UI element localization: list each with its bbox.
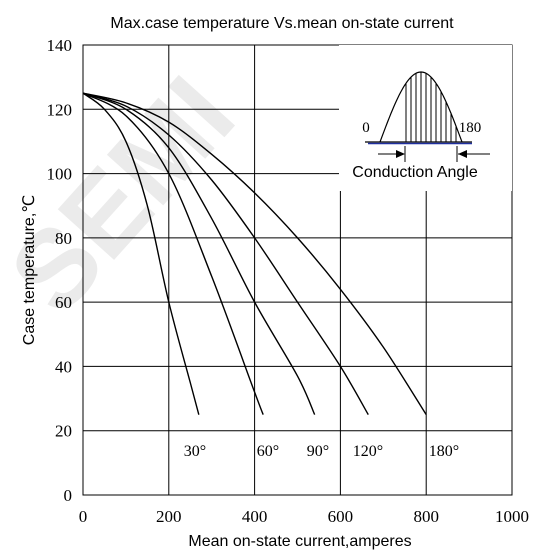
x-tick-labels: 0 200 400 600 800 1000: [79, 507, 529, 526]
series-label: 180°: [429, 443, 459, 460]
series-line: [82, 92, 427, 416]
inset-sine-wave: [379, 71, 463, 143]
watermark-text: SEMI: [0, 54, 258, 336]
series-label: 60°: [257, 443, 279, 460]
series-label: 30°: [184, 443, 206, 460]
y-tick-labels: 0 20 40 60 80 100 120 140: [47, 36, 73, 505]
series-line: [82, 92, 316, 415]
y-tick-label: 40: [55, 357, 72, 376]
series-labels: 30° 60° 90° 120° 180°: [184, 443, 459, 460]
inset-arrowhead-left: [396, 150, 405, 158]
series-line: [82, 92, 369, 415]
inset-label-180: 180: [459, 120, 482, 136]
y-tick-label: 60: [55, 293, 72, 312]
plot-frame: [82, 44, 513, 496]
inset-label-0: 0: [362, 120, 370, 136]
watermark: SEMI: [0, 54, 258, 336]
series-line: [82, 92, 264, 415]
x-tick-label: 400: [242, 507, 268, 526]
x-tick-label: 1000: [495, 507, 529, 526]
y-tick-label: 0: [64, 486, 73, 505]
y-axis-label: Case temperature,℃: [21, 195, 38, 346]
x-tick-label: 600: [328, 507, 354, 526]
series-label: 90°: [307, 443, 329, 460]
x-axis-label: Mean on-state current,amperes: [188, 533, 411, 550]
y-tick-label: 140: [47, 36, 73, 55]
series-label: 120°: [353, 443, 383, 460]
chart-title: Max.case temperature Vs.mean on-state cu…: [110, 15, 454, 32]
inset-hatch: [405, 72, 457, 142]
inset-arrowhead-right: [458, 150, 467, 158]
series-line: [82, 92, 200, 415]
y-tick-label: 20: [55, 422, 72, 441]
y-tick-label: 100: [47, 165, 73, 184]
y-tick-label: 80: [55, 229, 72, 248]
y-tick-label: 120: [47, 100, 73, 119]
x-tick-label: 800: [413, 507, 439, 526]
x-tick-label: 200: [156, 507, 182, 526]
conduction-angle-inset: 0 180 Conduction Angle: [339, 45, 512, 191]
x-tick-label: 0: [79, 507, 88, 526]
curves: [82, 92, 427, 416]
inset-caption: Conduction Angle: [352, 164, 478, 181]
